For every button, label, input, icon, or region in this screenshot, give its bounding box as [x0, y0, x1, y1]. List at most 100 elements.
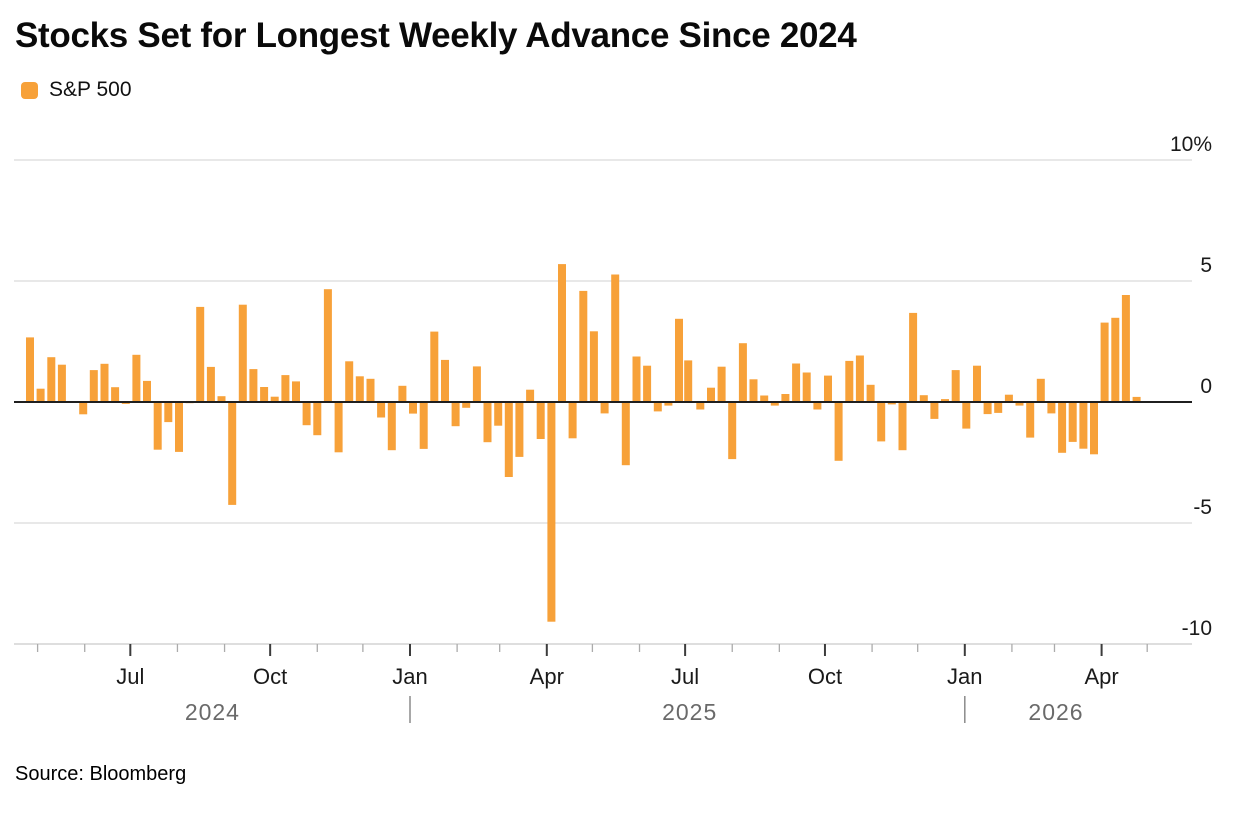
- bar-week-2025-07-11: [696, 402, 705, 410]
- legend-label: S&P 500: [49, 78, 132, 101]
- month-label-2026-04: Apr: [1084, 664, 1118, 689]
- bar-week-2025-01-10: [419, 402, 428, 449]
- bar-week-2024-08-30: [217, 396, 226, 402]
- bar-week-2025-04-18: [568, 402, 577, 439]
- bar-week-2025-08-15: [749, 379, 758, 402]
- bar-week-2025-07-25: [717, 366, 726, 402]
- month-label-2025-01: Jan: [392, 664, 427, 689]
- bar-week-2025-11-07: [877, 402, 886, 442]
- bar-week-2024-12-13: [377, 402, 386, 418]
- bar-week-2026-03-27: [1090, 402, 1098, 455]
- bar-week-2025-01-17: [430, 331, 439, 402]
- bar-week-2026-01-02: [962, 402, 971, 429]
- bar-week-2024-09-06: [228, 402, 237, 505]
- bar-week-2025-04-04: [547, 402, 556, 622]
- bar-week-2026-04-03: [1100, 322, 1109, 402]
- bar-week-2024-11-15: [334, 402, 343, 453]
- month-label-2025-07: Jul: [671, 664, 699, 689]
- bar-week-2024-11-08: [323, 289, 332, 402]
- bar-week-2024-07-12: [143, 380, 151, 402]
- bar-week-2026-01-30: [1004, 394, 1013, 402]
- bar-week-2025-09-12: [792, 363, 801, 402]
- bar-week-2025-05-23: [621, 402, 630, 466]
- chart-title: Stocks Set for Longest Weekly Advance Si…: [15, 16, 857, 55]
- bar-week-2025-02-07: [462, 402, 471, 408]
- bar-week-2024-12-06: [366, 378, 375, 402]
- bar-week-2025-05-30: [632, 356, 641, 402]
- bar-week-2026-01-09: [973, 365, 981, 402]
- bar-week-2025-08-08: [738, 343, 747, 402]
- bar-week-2026-02-13: [1026, 402, 1035, 438]
- legend-swatch-icon: [21, 81, 38, 99]
- bar-week-2024-08-16: [196, 306, 205, 402]
- bar-week-2025-01-03: [409, 402, 417, 414]
- bar-week-2025-06-27: [675, 318, 683, 402]
- bar-week-2025-08-29: [770, 402, 779, 406]
- bar-week-2024-12-20: [387, 402, 396, 451]
- bar-week-2024-06-07: [89, 370, 98, 402]
- bar-week-2024-12-27: [398, 385, 407, 402]
- bar-week-2024-07-05: [132, 354, 141, 402]
- bar-week-2025-04-11: [558, 264, 566, 402]
- bar-week-2025-02-21: [483, 402, 492, 443]
- bar-week-2025-04-25: [579, 290, 588, 402]
- bar-week-2026-04-10: [1111, 317, 1120, 402]
- y-axis-label-10: 10%: [1170, 133, 1212, 156]
- bar-week-2026-01-23: [994, 402, 1003, 413]
- month-label-2024-10: Oct: [253, 664, 287, 689]
- bar-week-2025-03-07: [504, 402, 513, 477]
- year-label-2024: 2024: [185, 699, 240, 725]
- bar-week-2025-08-22: [760, 395, 769, 402]
- bar-week-2024-10-11: [281, 375, 290, 402]
- bar-week-2025-09-19: [802, 372, 811, 402]
- y-axis-label-0: 0: [1200, 375, 1212, 398]
- bar-week-2025-12-12: [930, 402, 939, 419]
- bar-week-2026-02-20: [1036, 378, 1045, 402]
- bar-week-2024-09-13: [238, 304, 247, 402]
- bar-week-2024-11-22: [345, 361, 354, 402]
- legend: S&P 500: [21, 78, 132, 102]
- bar-week-2024-11-01: [313, 402, 322, 436]
- bar-week-2025-10-31: [866, 384, 875, 402]
- bar-week-2024-05-31: [79, 402, 88, 415]
- bar-week-2025-02-28: [494, 402, 503, 426]
- bar-week-2026-02-06: [1015, 402, 1024, 406]
- bar-week-2025-11-28: [909, 312, 918, 402]
- bar-week-2024-08-23: [206, 366, 215, 402]
- year-label-2026: 2026: [1028, 699, 1083, 725]
- bar-week-2025-11-14: [887, 402, 896, 405]
- bar-week-2024-06-14: [100, 363, 109, 402]
- bar-week-2025-09-26: [813, 402, 822, 410]
- bar-week-2024-05-03: [36, 388, 45, 402]
- bar-week-2024-10-25: [302, 402, 311, 426]
- bar-week-2024-11-29: [355, 376, 364, 402]
- bar-week-2026-02-27: [1047, 402, 1056, 414]
- bar-week-2025-03-14: [515, 402, 524, 457]
- bar-week-2025-03-28: [536, 402, 545, 439]
- bar-week-2026-03-06: [1058, 402, 1067, 453]
- bar-week-2024-06-21: [111, 387, 120, 402]
- bar-week-2024-10-04: [270, 396, 279, 402]
- bar-week-2026-03-13: [1068, 402, 1077, 442]
- bar-week-2024-07-26: [164, 402, 173, 423]
- bar-week-2025-01-31: [451, 402, 460, 427]
- bar-week-2024-07-19: [153, 402, 162, 450]
- bar-week-2025-06-06: [643, 365, 652, 402]
- y-axis-label--10: -10: [1182, 617, 1212, 640]
- bar-week-2024-08-02: [175, 402, 183, 452]
- bar-week-2024-10-18: [292, 381, 300, 402]
- bar-week-2025-12-05: [919, 395, 928, 402]
- month-label-2025-04: Apr: [530, 664, 564, 689]
- bar-week-2026-01-16: [983, 402, 992, 415]
- bar-week-2026-04-17: [1121, 295, 1130, 402]
- bar-week-2025-10-24: [855, 355, 864, 402]
- bar-week-2025-06-20: [664, 402, 673, 406]
- bar-week-2026-03-20: [1079, 402, 1088, 449]
- bar-week-2025-08-01: [728, 402, 737, 460]
- bar-week-2025-10-03: [824, 375, 832, 402]
- bar-week-2024-09-20: [249, 369, 258, 402]
- year-label-2025: 2025: [662, 699, 717, 725]
- bar-week-2025-05-16: [611, 274, 620, 402]
- bar-week-2025-10-17: [845, 360, 854, 402]
